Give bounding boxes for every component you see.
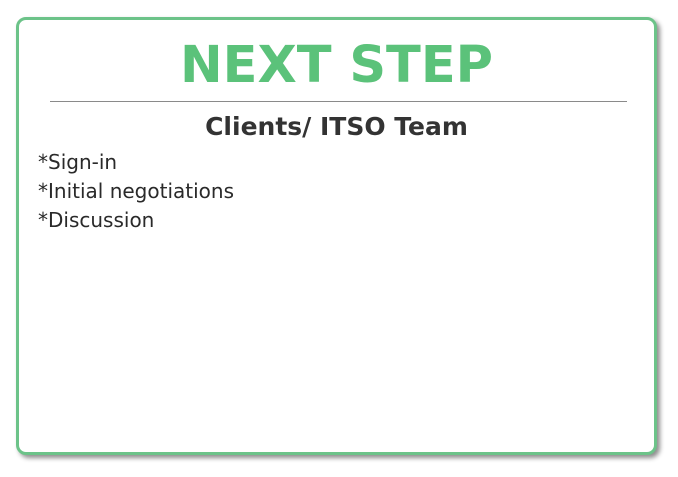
- card-subtitle: Clients/ ITSO Team: [19, 112, 654, 142]
- next-step-card: NEXT STEP Clients/ ITSO Team *Sign-in *I…: [16, 17, 657, 455]
- step-item-discussion: *Discussion: [38, 206, 234, 235]
- step-item-initial-negotiations: *Initial negotiations: [38, 177, 234, 206]
- card-title: NEXT STEP: [19, 36, 654, 96]
- title-divider: [50, 101, 627, 102]
- step-item-sign-in: *Sign-in: [38, 148, 234, 177]
- steps-list: *Sign-in *Initial negotiations *Discussi…: [38, 148, 234, 235]
